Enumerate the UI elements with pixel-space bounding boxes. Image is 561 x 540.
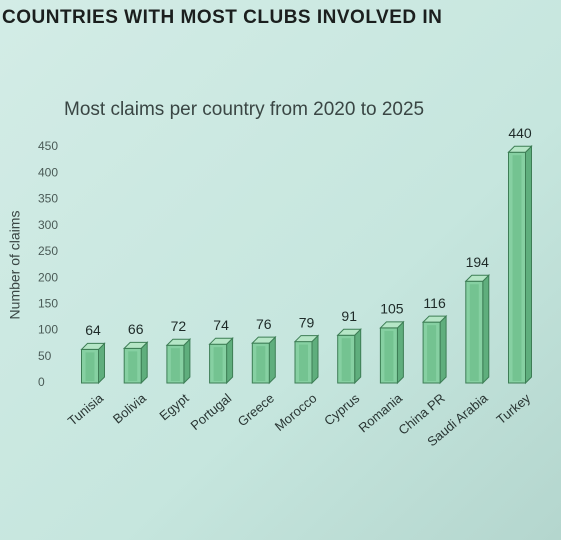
bar-inner xyxy=(128,351,138,381)
bar-inner xyxy=(85,352,95,381)
bar-top xyxy=(507,145,533,153)
bar-inner xyxy=(299,344,308,381)
y-tick-label: 0 xyxy=(38,375,45,389)
bar-side xyxy=(98,342,105,385)
value-label: 440 xyxy=(508,125,532,141)
bar-inner xyxy=(213,347,223,381)
bar-top xyxy=(336,328,362,336)
bar-inner xyxy=(427,325,437,381)
y-tick-label: 50 xyxy=(38,349,52,363)
bar-inner xyxy=(384,330,394,381)
bar-top xyxy=(421,315,448,323)
bar-side xyxy=(354,328,362,385)
bar-side xyxy=(525,145,532,385)
bar-inner xyxy=(469,284,479,381)
value-label: 79 xyxy=(299,314,315,330)
bar-side xyxy=(439,314,447,385)
bar-side xyxy=(183,338,191,385)
bar-inner xyxy=(341,338,351,381)
bar-inner xyxy=(170,348,180,381)
bar-inner xyxy=(256,346,266,381)
value-label: 105 xyxy=(380,301,404,317)
value-label: 116 xyxy=(423,295,446,311)
bar-top xyxy=(464,274,491,282)
value-label: 72 xyxy=(171,318,187,334)
bar-side xyxy=(311,334,319,385)
y-tick-label: 300 xyxy=(38,218,58,232)
bar-top xyxy=(208,337,234,345)
bar-inner xyxy=(512,155,522,381)
value-label: 91 xyxy=(341,308,357,324)
bar-top xyxy=(379,321,405,329)
bar-top xyxy=(122,341,149,349)
value-label: 76 xyxy=(256,316,272,332)
value-label: 194 xyxy=(466,254,490,270)
y-tick-label: 450 xyxy=(38,139,58,153)
bar-side xyxy=(268,335,276,385)
y-tick-label: 350 xyxy=(38,192,58,206)
y-tick-label: 150 xyxy=(38,297,58,311)
value-label: 66 xyxy=(128,321,144,337)
bar-side xyxy=(482,274,490,385)
bar-top xyxy=(165,338,192,346)
y-tick-label: 100 xyxy=(38,323,58,337)
bar-side xyxy=(396,320,404,385)
bar-side xyxy=(226,336,234,385)
bar-top xyxy=(80,342,106,350)
y-tick-label: 400 xyxy=(38,165,58,179)
y-tick-label: 250 xyxy=(38,244,58,258)
bar-top xyxy=(251,336,277,344)
bar-top xyxy=(293,335,320,343)
y-axis-label: Number of claims xyxy=(7,211,23,320)
bar-side xyxy=(140,341,148,385)
value-label: 74 xyxy=(213,317,229,333)
slide-header: COUNTRIES WITH MOST CLUBS INVOLVED IN xyxy=(2,7,442,28)
y-tick-label: 200 xyxy=(38,270,58,284)
value-label: 64 xyxy=(85,322,101,338)
chart-title: Most claims per country from 2020 to 202… xyxy=(64,99,424,120)
